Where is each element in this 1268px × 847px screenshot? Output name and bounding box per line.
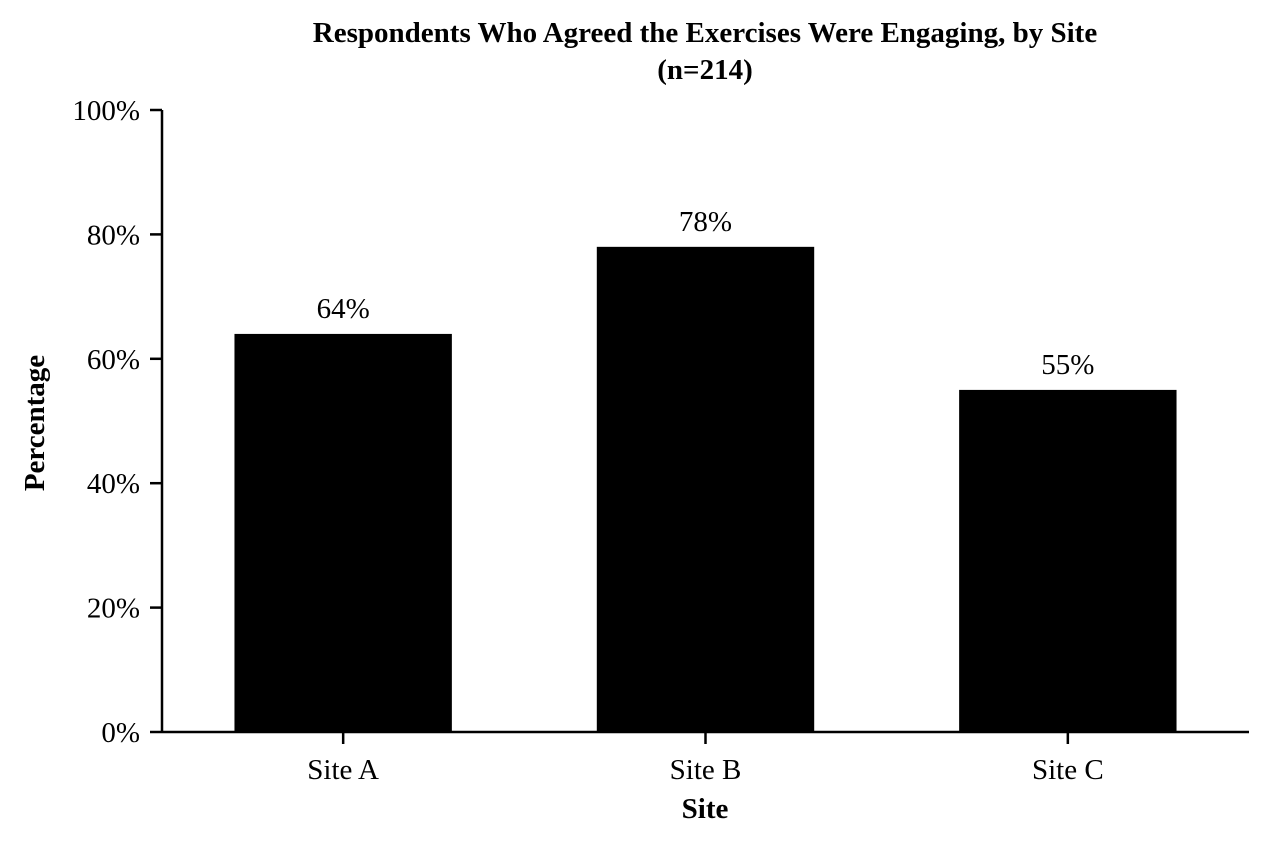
data-label: 55% <box>1041 349 1094 381</box>
bar <box>959 389 1177 732</box>
x-tick-label: Site C <box>1032 754 1104 786</box>
bar <box>596 246 815 732</box>
chart-title: Respondents Who Agreed the Exercises Wer… <box>313 17 1098 49</box>
x-tick-label: Site B <box>670 754 742 786</box>
data-label: 78% <box>679 206 732 238</box>
y-tick-label: 80% <box>87 219 140 251</box>
data-label: 64% <box>317 293 370 325</box>
bars-layer: 64% 78% 55% <box>234 206 1177 732</box>
chart-subtitle: (n=214) <box>657 54 752 86</box>
y-tick-label: 100% <box>72 95 140 127</box>
x-axis-label: Site <box>682 793 729 825</box>
bar <box>234 333 452 732</box>
y-ticks-layer: 0% 20% 40% 60% 80% 100% <box>72 95 162 749</box>
y-tick-label: 0% <box>101 717 140 749</box>
x-tick-label: Site A <box>307 754 379 786</box>
y-tick-label: 20% <box>87 593 140 625</box>
y-tick-label: 60% <box>87 344 140 376</box>
x-ticks-layer: Site A Site B Site C <box>307 732 1104 786</box>
y-axis-label: Percentage <box>19 355 51 491</box>
y-tick-label: 40% <box>87 468 140 500</box>
